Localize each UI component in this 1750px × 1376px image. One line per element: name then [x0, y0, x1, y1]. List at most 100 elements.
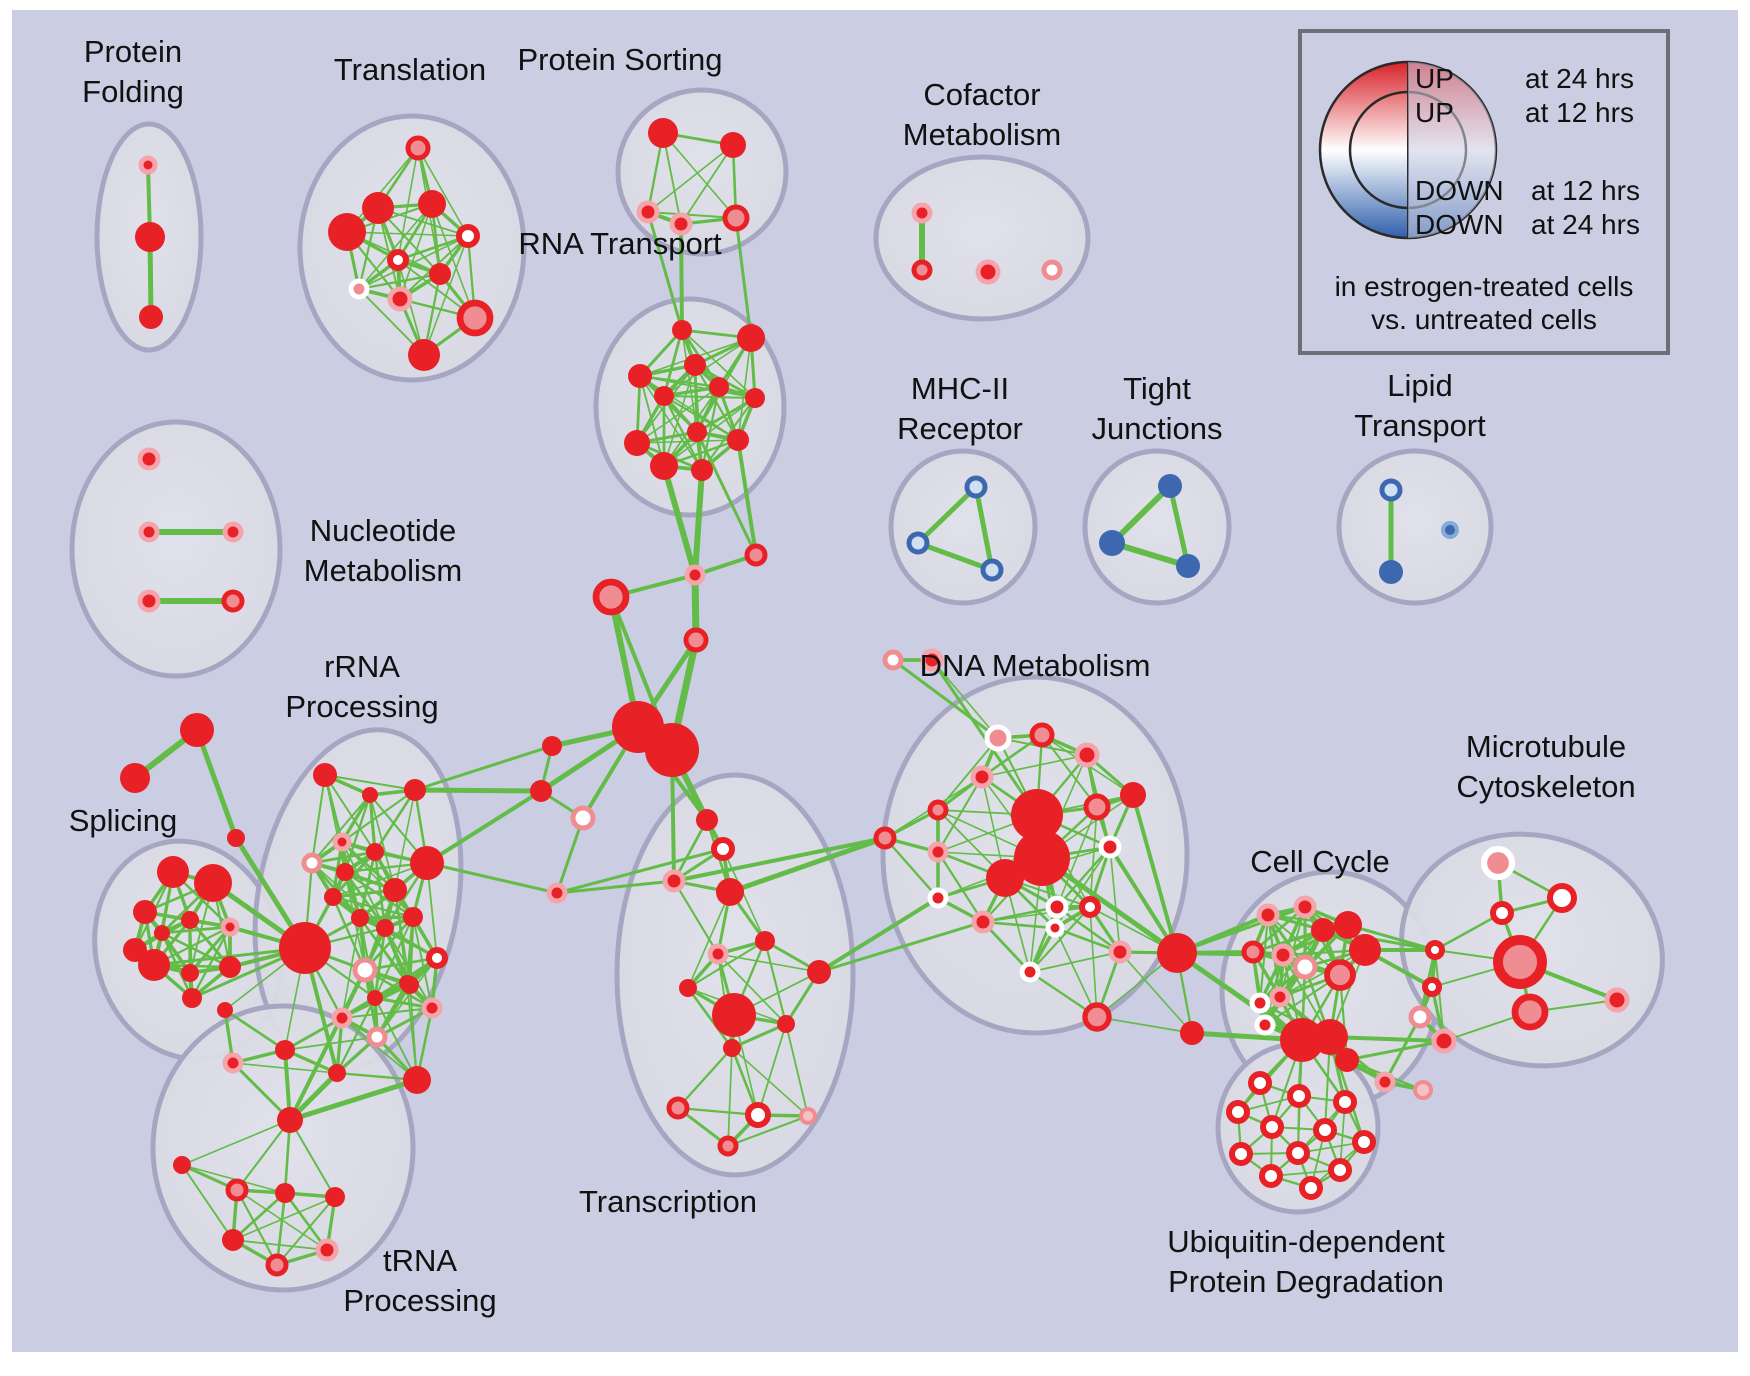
gene-node [1079, 896, 1101, 918]
gene-node [1045, 895, 1069, 919]
network-edge [181, 1164, 286, 1194]
gene-node [1260, 1115, 1284, 1139]
gene-node [1493, 935, 1547, 989]
network-edge [373, 926, 387, 1000]
gene-node [1333, 1090, 1357, 1114]
network-edge [310, 793, 372, 865]
gene-node [799, 1107, 817, 1125]
gene-node [709, 377, 729, 397]
gene-node [1441, 521, 1459, 539]
gene-node [737, 324, 765, 352]
cluster-rna-transport [624, 320, 765, 481]
network-edge [663, 364, 696, 467]
cluster-label-rna-transport: RNA Transport [518, 226, 722, 261]
cluster-splicing [123, 856, 241, 1008]
network-edge [717, 953, 820, 973]
cluster-label-protein-folding: Protein Folding [82, 34, 184, 109]
cluster-ellipse-tight-junctions [1082, 448, 1232, 606]
gene-node [1324, 959, 1356, 991]
network-edge [232, 1196, 336, 1241]
gene-node [964, 475, 988, 499]
network-edge [639, 375, 665, 467]
network-edge [686, 986, 734, 1050]
gene-node [328, 1064, 346, 1082]
network-edge [687, 940, 766, 989]
gene-node [1180, 1021, 1204, 1045]
network-edge [373, 788, 417, 854]
network-edge [310, 850, 377, 865]
gene-node [301, 852, 323, 874]
gene-node [542, 736, 562, 756]
network-edge [639, 375, 703, 471]
gene-node [1334, 911, 1362, 939]
gene-node [351, 909, 369, 927]
network-edge [275, 1195, 337, 1267]
gene-node [1547, 883, 1577, 913]
network-edge [1167, 483, 1191, 569]
gene-node [138, 521, 160, 543]
network-edge [663, 397, 756, 467]
network-edge [646, 210, 684, 332]
gene-node [906, 531, 930, 555]
network-edge [335, 996, 377, 1075]
network-edge [737, 337, 752, 441]
network-edge [223, 1008, 287, 1052]
gene-node [1014, 830, 1070, 886]
gene-node [684, 354, 706, 376]
gene-node [624, 430, 650, 456]
cluster-ubiquitin-degradation [1226, 1071, 1376, 1200]
network-edge [647, 144, 734, 213]
gene-node [984, 724, 1012, 752]
cluster-label-cell-cycle: Cell Cycle [1250, 844, 1390, 879]
network-edge [160, 931, 194, 1000]
gene-node [275, 1040, 295, 1060]
gene-node [1083, 793, 1111, 821]
gene-node [180, 713, 214, 747]
gene-node [1108, 940, 1132, 964]
network-edge [736, 438, 758, 557]
gene-node [1029, 722, 1055, 748]
network-edge [357, 272, 442, 291]
network-edge [662, 328, 684, 398]
gene-node [222, 1229, 244, 1251]
gene-node [362, 787, 378, 803]
network-edge [341, 789, 416, 843]
cluster-label-microtubule-cytoskeleton: Microtubule Cytoskeleton [1456, 729, 1635, 804]
network-edge [1434, 949, 1445, 1042]
gene-node [1011, 789, 1063, 841]
network-edge [373, 915, 415, 1000]
network-edge [331, 895, 367, 972]
cluster-label-nucleotide-metabolism: Nucleotide Metabolism [304, 513, 463, 588]
gene-node [927, 887, 949, 909]
network-edge [343, 793, 372, 874]
gene-node [807, 960, 831, 984]
gene-node [716, 878, 744, 906]
gene-node [332, 832, 352, 852]
cluster-ellipse-lipid-transport [1336, 448, 1494, 606]
network-edge [341, 1007, 433, 1019]
gene-node [666, 1096, 690, 1120]
network-edge [1131, 793, 1179, 955]
cluster-label-mhc-ii-receptor: MHC-II Receptor [897, 371, 1023, 446]
gene-node [1099, 530, 1125, 556]
gene-node [426, 947, 448, 969]
gene-node [712, 993, 756, 1037]
network-edge [373, 850, 387, 930]
cluster-label-translation: Translation [334, 52, 486, 87]
gene-node [362, 192, 394, 224]
network-edge [190, 925, 232, 1000]
network-edge [1089, 906, 1098, 1018]
network-edge [1054, 927, 1098, 1018]
gene-node [911, 202, 933, 224]
network-edge [397, 259, 425, 356]
network-edge [358, 203, 433, 290]
gene-node [648, 118, 678, 148]
network-edge [396, 234, 470, 262]
gene-node [222, 1052, 244, 1074]
network-edge [275, 1191, 287, 1267]
gene-node [336, 863, 354, 881]
legend-row-direction-1: UP [1415, 97, 1454, 128]
gene-node [722, 204, 750, 232]
gene-node [265, 1253, 289, 1277]
gene-node [727, 429, 749, 451]
